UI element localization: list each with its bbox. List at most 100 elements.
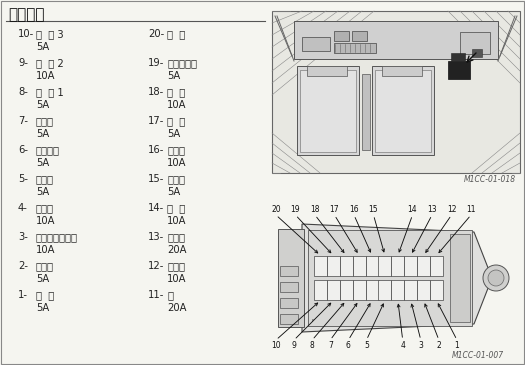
Bar <box>472 49 482 57</box>
Circle shape <box>488 270 504 286</box>
Bar <box>417 256 430 276</box>
Text: 9-: 9- <box>18 58 28 68</box>
Bar <box>448 61 470 79</box>
Bar <box>308 230 472 326</box>
Bar <box>280 298 298 308</box>
Text: 14: 14 <box>408 205 417 214</box>
Text: 后  备: 后 备 <box>36 290 54 300</box>
Text: 选  购 3: 选 购 3 <box>36 29 64 39</box>
Text: 10A: 10A <box>36 245 56 255</box>
Text: 10-: 10- <box>18 29 34 39</box>
Text: 刮水器: 刮水器 <box>167 261 185 271</box>
Text: 6-: 6- <box>18 145 28 155</box>
Text: 13-: 13- <box>148 232 164 242</box>
Bar <box>372 66 434 155</box>
Text: 18-: 18- <box>148 87 164 97</box>
Text: 16-: 16- <box>148 145 164 155</box>
Text: 电磁阀: 电磁阀 <box>36 203 54 213</box>
Text: r: r <box>311 318 313 323</box>
Text: 选  购 1: 选 购 1 <box>36 87 64 97</box>
Circle shape <box>483 265 509 291</box>
Bar <box>334 31 349 41</box>
Bar <box>404 280 417 300</box>
Text: 10A: 10A <box>167 216 186 226</box>
Text: 5A: 5A <box>36 100 49 110</box>
Text: 7-: 7- <box>18 116 28 126</box>
Text: 5A: 5A <box>36 129 49 139</box>
Bar <box>365 280 379 300</box>
Text: 8-: 8- <box>18 87 28 97</box>
Text: 加热器: 加热器 <box>167 232 185 242</box>
Text: 电源接通: 电源接通 <box>36 145 60 155</box>
Bar <box>382 66 422 76</box>
Bar <box>302 37 330 51</box>
Text: 灯: 灯 <box>167 290 173 300</box>
Bar <box>430 256 443 276</box>
Bar <box>340 280 353 300</box>
Bar <box>391 280 404 300</box>
Bar <box>280 266 298 276</box>
Bar <box>365 256 379 276</box>
Text: r: r <box>452 318 454 323</box>
Text: 室  灯: 室 灯 <box>167 116 185 126</box>
Bar <box>353 280 366 300</box>
Text: M1CC-01-018: M1CC-01-018 <box>464 175 516 184</box>
Text: 15-: 15- <box>148 174 164 184</box>
Bar <box>417 280 430 300</box>
Text: 10: 10 <box>271 341 281 350</box>
Text: 辉光继电器: 辉光继电器 <box>167 58 197 68</box>
Text: 1-: 1- <box>18 290 28 300</box>
Bar <box>334 43 376 53</box>
Bar <box>451 53 465 61</box>
Text: 11-: 11- <box>148 290 164 300</box>
Bar <box>391 256 404 276</box>
Bar <box>272 11 520 173</box>
Text: 5A: 5A <box>167 71 180 81</box>
Text: 发动机控制马达: 发动机控制马达 <box>36 232 78 242</box>
Text: 20A: 20A <box>167 245 186 255</box>
Bar <box>340 256 353 276</box>
Text: 保险丝盒: 保险丝盒 <box>8 7 45 22</box>
Text: 收音机: 收音机 <box>167 174 185 184</box>
Text: 2-: 2- <box>18 261 28 271</box>
Bar <box>353 256 366 276</box>
Text: 17: 17 <box>330 205 339 214</box>
Text: 5-: 5- <box>18 174 28 184</box>
Text: 19: 19 <box>291 205 300 214</box>
Bar <box>297 66 359 155</box>
Text: 5A: 5A <box>167 129 180 139</box>
Text: 点烟器: 点烟器 <box>167 145 185 155</box>
Text: 6: 6 <box>346 341 351 350</box>
Text: M1CC-01-007: M1CC-01-007 <box>452 351 504 360</box>
Bar <box>300 70 356 152</box>
Text: 开关盒: 开关盒 <box>36 174 54 184</box>
Text: 10A: 10A <box>36 71 56 81</box>
Bar <box>280 314 298 324</box>
Text: 13: 13 <box>427 205 437 214</box>
Bar <box>379 256 392 276</box>
Text: 10A: 10A <box>167 274 186 284</box>
Text: 10A: 10A <box>167 100 186 110</box>
Text: 4: 4 <box>400 341 405 350</box>
Text: 14-: 14- <box>148 203 164 213</box>
Bar <box>362 74 370 150</box>
Text: 10A: 10A <box>167 158 186 168</box>
Text: 20: 20 <box>271 205 281 214</box>
Text: 9: 9 <box>292 341 297 350</box>
Text: 1: 1 <box>455 341 459 350</box>
Text: 5A: 5A <box>36 158 49 168</box>
Bar <box>278 229 304 327</box>
Bar <box>352 31 367 41</box>
Text: 补  助: 补 助 <box>167 87 185 97</box>
Text: 19-: 19- <box>148 58 164 68</box>
Text: 3: 3 <box>418 341 423 350</box>
Text: 5A: 5A <box>167 187 180 197</box>
Text: 16: 16 <box>349 205 359 214</box>
Bar <box>314 256 327 276</box>
Text: 备  用: 备 用 <box>167 29 185 39</box>
Bar <box>307 66 347 76</box>
Text: 5A: 5A <box>36 187 49 197</box>
Text: 17-: 17- <box>148 116 164 126</box>
Text: 8: 8 <box>310 341 314 350</box>
Text: 选  购 2: 选 购 2 <box>36 58 64 68</box>
